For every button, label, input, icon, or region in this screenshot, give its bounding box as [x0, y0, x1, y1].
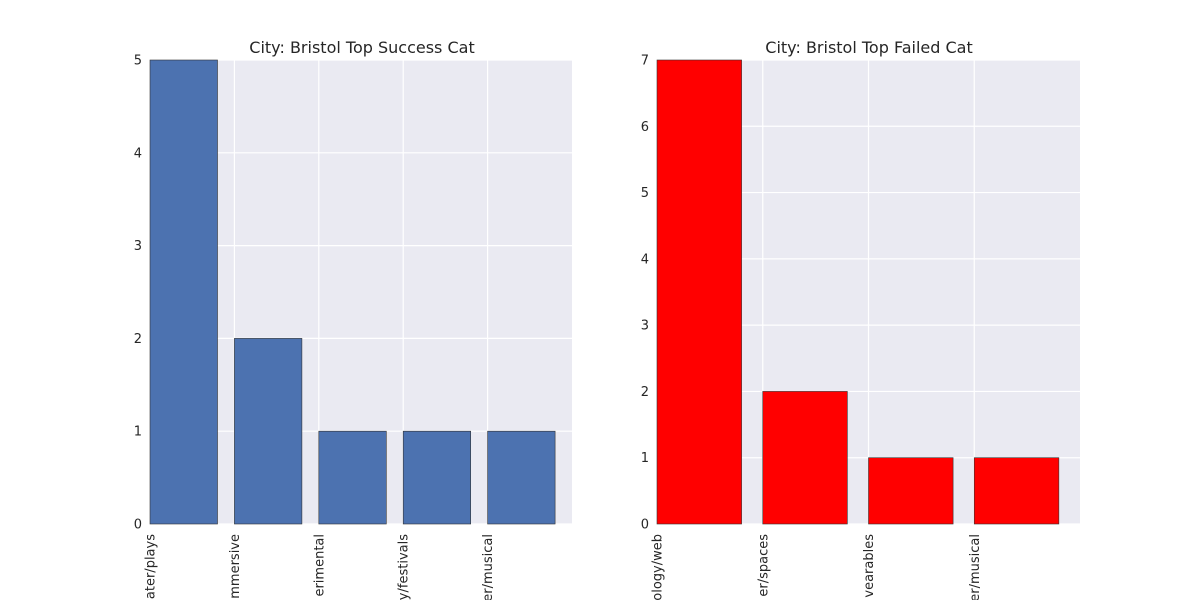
- failed-ytick-label: 0: [641, 518, 649, 533]
- failed-bar: [973, 457, 1060, 525]
- success-bar: [318, 430, 387, 525]
- success-ytick-label: 1: [134, 425, 142, 440]
- failed-ytick-label: 7: [641, 54, 649, 69]
- failed-ytick-label: 1: [641, 451, 649, 466]
- success-ytick-label: 2: [134, 332, 142, 347]
- success-ytick-label: 0: [134, 518, 142, 533]
- success-ytick-label: 5: [134, 54, 142, 69]
- success-bar: [234, 338, 303, 525]
- success-ytick-label: 4: [134, 146, 142, 161]
- failed-xtick-label: ology/web: [651, 534, 666, 600]
- success-xtick-label: er/musical: [481, 534, 496, 600]
- failed-ytick-label: 3: [641, 319, 649, 334]
- failed-xtick-label: er/spaces: [756, 534, 771, 597]
- success-xtick-label: y/festivals: [397, 534, 412, 600]
- failed-bar: [868, 457, 954, 525]
- failed-chart: City: Bristol Top Failed Cat 0 1 2 3 4 5 6 7 olo…: [641, 38, 1080, 600]
- success-xtick-label: ater/plays: [144, 534, 159, 599]
- failed-chart-title: City: Bristol Top Failed Cat: [765, 38, 972, 57]
- failed-bar: [762, 391, 848, 525]
- failed-ytick-label: 4: [641, 252, 649, 267]
- failed-xtick-label: er/musical: [968, 534, 983, 600]
- failed-ytick-label: 6: [641, 120, 649, 135]
- success-ytick-label: 3: [134, 239, 142, 254]
- success-xtick-label: erimental: [312, 534, 327, 597]
- failed-ytick-label: 5: [641, 186, 649, 201]
- success-chart-title: City: Bristol Top Success Cat: [249, 38, 474, 57]
- success-bar: [402, 430, 472, 525]
- success-chart: City: Bristol Top Success Cat 0 1 2 3 4 5 ater…: [134, 38, 572, 600]
- failed-ytick-label: 2: [641, 385, 649, 400]
- failed-bar: [656, 59, 742, 525]
- success-xtick-label: mmersive: [228, 534, 243, 599]
- success-bar: [149, 59, 218, 525]
- success-bar: [487, 430, 556, 525]
- failed-xtick-label: vearables: [862, 534, 877, 598]
